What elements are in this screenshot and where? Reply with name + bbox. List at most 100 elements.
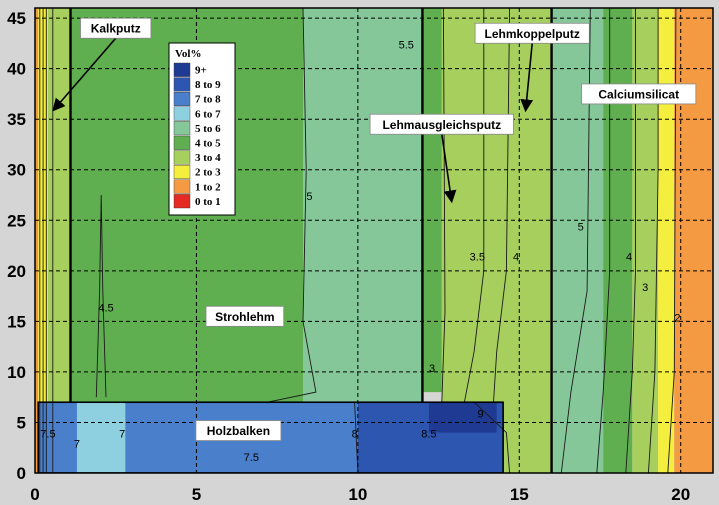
y-tick-label-7: 35 xyxy=(7,110,26,129)
annotation-box-5 xyxy=(195,420,282,441)
annotation-5: Holzbalken xyxy=(195,420,282,441)
legend-swatch-5 xyxy=(173,135,191,150)
annotation-arrow-1 xyxy=(520,43,534,113)
contour-line-14 xyxy=(354,402,359,473)
legend-swatch-9 xyxy=(173,194,191,209)
contour-line-4 xyxy=(493,8,511,403)
contour-label-5: 5 xyxy=(578,221,584,233)
region-10 xyxy=(632,8,659,473)
region-12 xyxy=(674,8,713,473)
annotation-text-4: Strohlehm xyxy=(215,310,274,324)
legend-swatch-8 xyxy=(173,179,191,194)
legend-label-3: 6 to 7 xyxy=(195,108,221,120)
legend-label-8: 1 to 2 xyxy=(195,181,221,193)
contour-label-10: 7.5 xyxy=(40,429,55,441)
annotation-arrow-3 xyxy=(441,134,457,204)
annotation-1: Lehmkoppelputz xyxy=(474,22,590,113)
region-17 xyxy=(428,402,497,433)
contour-label-2: 4.5 xyxy=(98,302,113,314)
y-tick-label-1: 5 xyxy=(17,413,26,432)
plot-frame xyxy=(34,7,714,474)
contour-line-15 xyxy=(473,401,511,473)
x-tick-label-4: 20 xyxy=(671,485,690,504)
legend-swatch-3 xyxy=(173,106,191,121)
y-tick-label-5: 25 xyxy=(7,211,26,230)
contour-label-3: 3.5 xyxy=(470,252,485,264)
contour-label-8: 2 xyxy=(674,312,680,324)
legend-label-0: 9+ xyxy=(195,65,207,77)
y-tick-label-9: 45 xyxy=(7,9,26,28)
contour-label-7: 3 xyxy=(642,282,648,294)
contour-label-6: 4 xyxy=(626,252,632,264)
contour-line-1 xyxy=(95,194,107,398)
region-9 xyxy=(603,8,633,473)
x-tick-label-2: 10 xyxy=(348,485,367,504)
legend-swatch-7 xyxy=(173,164,191,179)
region-11 xyxy=(658,8,675,473)
annotation-text-0: Kalkputz xyxy=(91,22,141,36)
annotation-2: Calciumsilicat xyxy=(581,83,697,105)
annotation-4: Strohlehm xyxy=(205,305,285,327)
y-tick-label-2: 10 xyxy=(7,363,26,382)
contour-line-6 xyxy=(596,8,611,473)
beam-outline xyxy=(37,401,504,473)
annotation-box-4 xyxy=(205,305,285,327)
y-tick-label-3: 15 xyxy=(7,312,26,331)
x-tick-label-1: 5 xyxy=(192,485,201,504)
legend-title: Vol% xyxy=(175,48,202,60)
plot-area: 5.5 5 4.5 3.5 4 5 4 3 2 3 7.5 7 7 7.5 8 8.5 9 xyxy=(35,8,713,473)
y-tick-label-0: 0 xyxy=(17,464,26,483)
contour-line-3 xyxy=(463,8,485,403)
annotation-box-1 xyxy=(474,22,590,44)
contour-label-16: 9 xyxy=(477,408,483,420)
legend-label-6: 3 to 4 xyxy=(195,152,221,164)
region-7 xyxy=(519,8,552,473)
annotation-0: Kalkputz xyxy=(52,17,152,112)
contour-label-15: 8.5 xyxy=(421,429,436,441)
legend-swatch-1 xyxy=(173,77,191,92)
contour-label-0: 5.5 xyxy=(399,39,414,51)
legend-label-1: 8 to 9 xyxy=(195,79,221,91)
legend-swatch-6 xyxy=(173,150,191,165)
legend-label-4: 5 to 6 xyxy=(195,123,221,135)
contour-label-1: 5 xyxy=(306,191,312,203)
y-tick-label-4: 20 xyxy=(7,262,26,281)
region-13 xyxy=(38,402,77,473)
region-5 xyxy=(422,8,442,393)
legend: Vol% 9+ 8 to 9 7 to 8 6 to 7 5 to 6 4 to 5 3 to… xyxy=(168,42,236,216)
legend-swatch-4 xyxy=(173,121,191,136)
contour-label-4: 4 xyxy=(513,252,519,264)
annotation-3: Lehmausgleichsputz xyxy=(369,113,514,204)
y-tick-label-6: 30 xyxy=(7,161,26,180)
x-tick-label-3: 15 xyxy=(510,485,529,504)
annotation-box-0 xyxy=(80,17,152,39)
region-2 xyxy=(47,8,71,473)
region-0 xyxy=(35,8,39,473)
annotation-box-3 xyxy=(369,113,514,135)
annotation-text-2: Calciumsilicat xyxy=(598,87,679,101)
x-tick-label-0: 0 xyxy=(30,485,39,504)
annotations: Kalkputz Lehmkoppelputz Calciumsilicat Lehm… xyxy=(52,17,697,441)
contour-label-13: 7.5 xyxy=(244,452,259,464)
contour-label-12: 7 xyxy=(119,429,125,441)
legend-swatch-2 xyxy=(173,91,191,106)
contour-line-5 xyxy=(560,8,591,473)
annotation-arrow-0 xyxy=(52,37,117,112)
contour-label-11: 7 xyxy=(74,439,80,451)
legend-label-9: 0 to 1 xyxy=(195,196,221,208)
annotation-text-5: Holzbalken xyxy=(207,424,270,438)
legend-label-5: 4 to 5 xyxy=(195,138,221,150)
legend-label-2: 7 to 8 xyxy=(195,94,221,106)
annotation-box-2 xyxy=(581,83,697,105)
legend-label-7: 2 to 3 xyxy=(195,167,221,179)
contour-label-14: 8 xyxy=(352,429,358,441)
contour-label-9: 3 xyxy=(429,363,435,375)
legend-swatch-0 xyxy=(173,62,191,77)
y-tick-label-8: 40 xyxy=(7,60,26,79)
region-8 xyxy=(551,8,604,473)
annotation-text-3: Lehmausgleichsputz xyxy=(382,118,501,132)
annotation-text-1: Lehmkoppelputz xyxy=(485,27,580,41)
region-4 xyxy=(302,8,423,473)
